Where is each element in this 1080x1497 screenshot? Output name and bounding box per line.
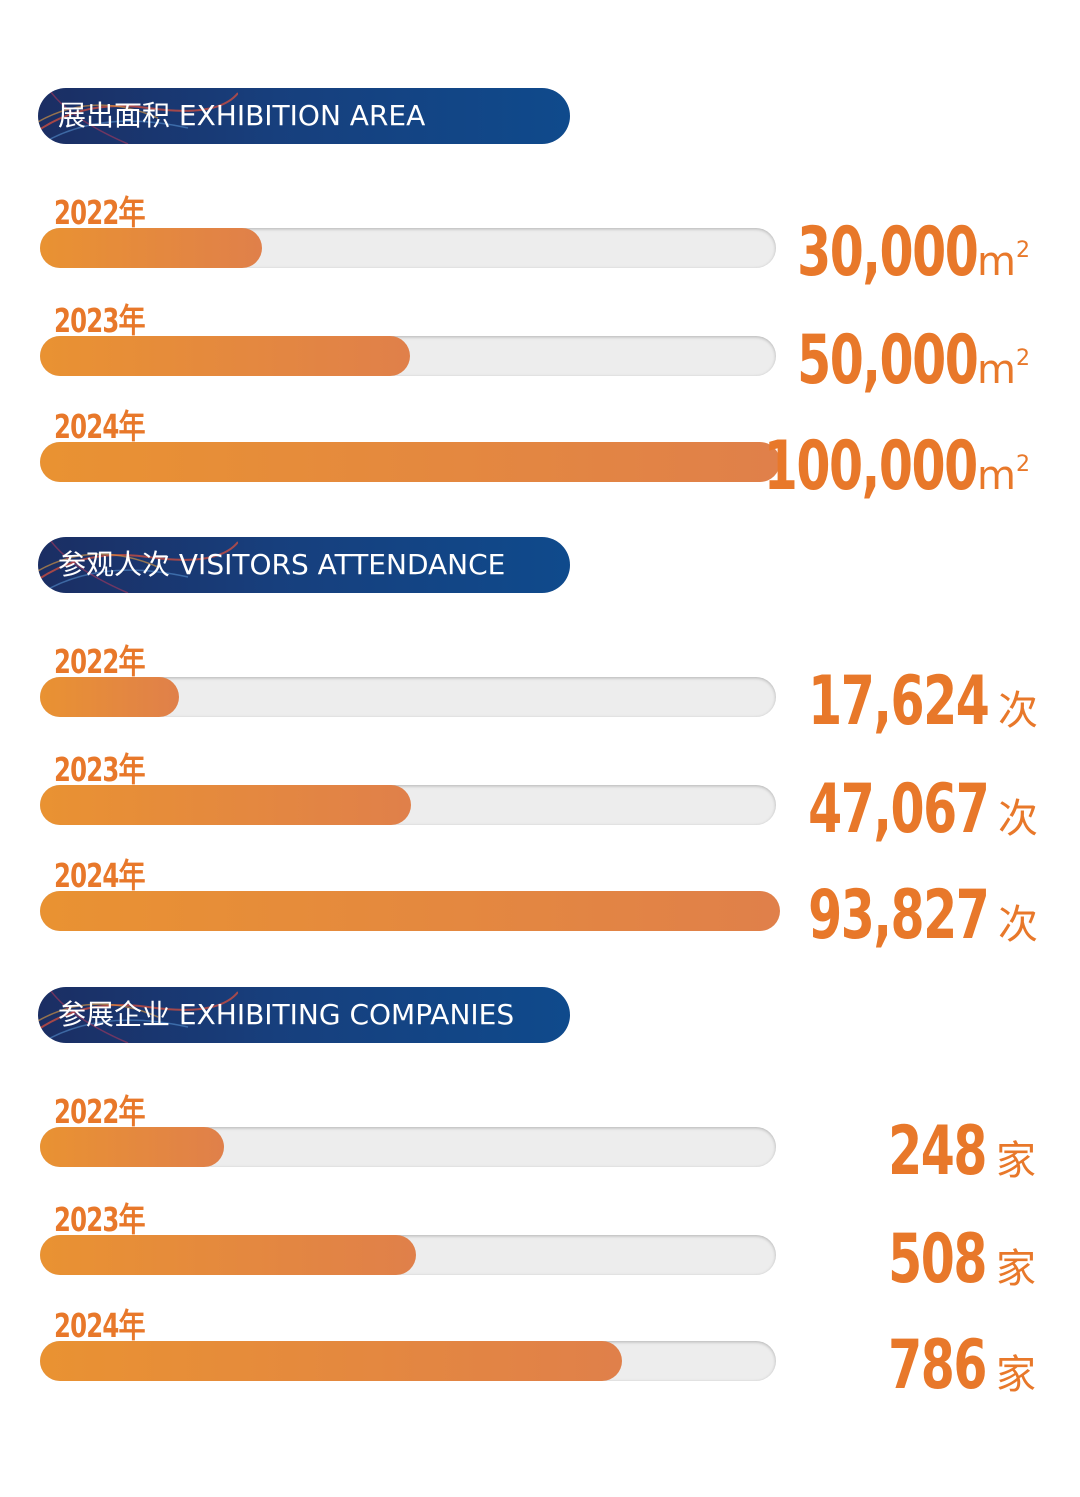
year-label: 2024年 <box>54 407 146 446</box>
bar-fill <box>40 677 179 717</box>
bar-row: 2024年 100,000m2 <box>0 402 1080 510</box>
bar-row: 2024年 93,827 次 <box>0 851 1080 959</box>
bar-row: 2023年 508 家 <box>0 1195 1080 1303</box>
bar-row: 2022年 248 家 <box>0 1087 1080 1195</box>
value-number: 508 <box>888 1220 987 1299</box>
bar-row: 2022年 30,000m2 <box>0 188 1080 296</box>
bar-track <box>40 785 776 825</box>
value-number: 47,067 <box>807 770 990 849</box>
section-title: 展出面积 EXHIBITION AREA <box>58 99 426 132</box>
value-number: 30,000 <box>796 213 979 292</box>
value-unit: m2 <box>977 345 1030 393</box>
bar-track <box>40 442 780 482</box>
bar-track <box>40 1341 776 1381</box>
bar-track <box>40 677 776 717</box>
decorative-swirl-icon <box>38 88 238 144</box>
bar-track <box>40 1127 776 1167</box>
value-label: 100,000m2 <box>681 432 1030 502</box>
value-number: 786 <box>888 1326 987 1405</box>
value-unit: m2 <box>977 451 1030 499</box>
year-label: 2024年 <box>54 856 146 895</box>
section-exhibition-area: 展出面积 EXHIBITION AREA 2022年 30,000m2 2023… <box>0 88 1080 508</box>
value-label: 50,000m2 <box>727 326 1030 396</box>
value-unit: 次 <box>998 902 1038 948</box>
value-number: 50,000 <box>796 321 979 400</box>
section-header-pill: 参观人次 VISITORS ATTENDANCE <box>38 537 570 593</box>
bar-row: 2023年 47,067 次 <box>0 745 1080 853</box>
year-label: 2024年 <box>54 1306 146 1345</box>
year-label: 2022年 <box>54 193 146 232</box>
section-header-pill: 参展企业 EXHIBITING COMPANIES <box>38 987 570 1043</box>
value-unit: 次 <box>998 688 1038 734</box>
year-label: 2023年 <box>54 1200 146 1239</box>
bar-track <box>40 891 780 931</box>
value-label: 786 家 <box>850 1331 1036 1401</box>
year-label: 2022年 <box>54 1092 146 1131</box>
bar-row: 2024年 786 家 <box>0 1301 1080 1409</box>
bar-fill <box>40 1235 416 1275</box>
bar-fill <box>40 891 780 931</box>
decorative-swirl-icon <box>38 537 238 593</box>
value-unit: 家 <box>996 1246 1036 1292</box>
section-exhibiting-companies: 参展企业 EXHIBITING COMPANIES 2022年 248 家 202… <box>0 987 1080 1407</box>
bar-track <box>40 1235 776 1275</box>
section-visitors-attendance: 参观人次 VISITORS ATTENDANCE 2022年 17,624 次 2… <box>0 537 1080 957</box>
value-number: 93,827 <box>807 876 990 955</box>
value-label: 47,067 次 <box>738 775 1038 845</box>
bar-fill <box>40 1127 224 1167</box>
bar-row: 2023年 50,000m2 <box>0 296 1080 404</box>
value-label: 30,000m2 <box>727 218 1030 288</box>
value-unit: 家 <box>996 1352 1036 1398</box>
bar-track <box>40 336 776 376</box>
value-unit: 家 <box>996 1138 1036 1184</box>
decorative-swirl-icon <box>38 987 238 1043</box>
value-label: 508 家 <box>850 1225 1036 1295</box>
value-unit: m2 <box>977 237 1030 285</box>
value-number: 248 <box>888 1112 987 1191</box>
bar-fill <box>40 228 262 268</box>
bar-fill <box>40 336 410 376</box>
bar-fill <box>40 785 411 825</box>
value-label: 17,624 次 <box>738 667 1038 737</box>
bar-row: 2022年 17,624 次 <box>0 637 1080 745</box>
value-number: 17,624 <box>807 662 990 741</box>
section-title: 参观人次 VISITORS ATTENDANCE <box>58 548 506 581</box>
year-label: 2023年 <box>54 750 146 789</box>
bar-track <box>40 228 776 268</box>
value-label: 248 家 <box>850 1117 1036 1187</box>
year-label: 2022年 <box>54 642 146 681</box>
value-label: 93,827 次 <box>738 881 1038 951</box>
year-label: 2023年 <box>54 301 146 340</box>
section-header-pill: 展出面积 EXHIBITION AREA <box>38 88 570 144</box>
bar-fill <box>40 442 780 482</box>
value-number: 100,000 <box>764 427 978 506</box>
section-title: 参展企业 EXHIBITING COMPANIES <box>58 998 515 1031</box>
value-unit: 次 <box>998 796 1038 842</box>
bar-fill <box>40 1341 622 1381</box>
